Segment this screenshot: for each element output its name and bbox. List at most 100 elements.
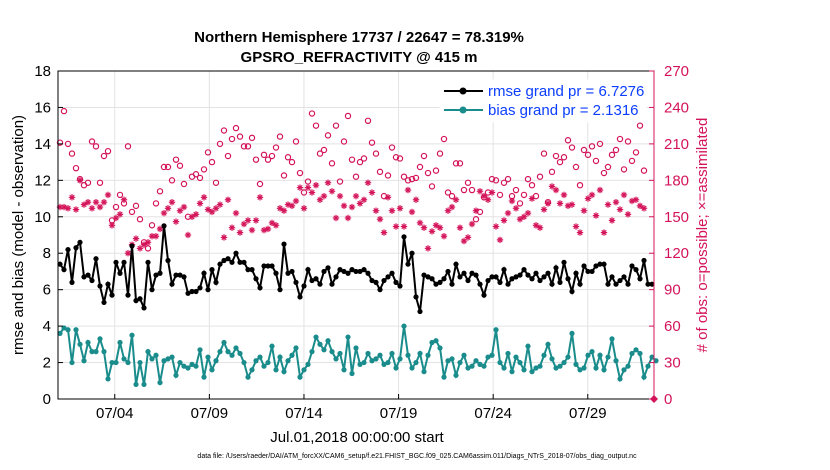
y-left-tick-label: 6 [43,282,51,299]
rmse-data-point [441,276,447,282]
rmse-data-point [633,267,639,273]
rmse-data-point [241,259,247,265]
possible-obs-marker [468,186,476,194]
asterisk-stroke [241,221,247,227]
y-left-tick-label: 18 [34,63,51,80]
bias-data-point [145,349,151,355]
rmse-data-point [561,259,567,265]
rmse-data-point [373,279,379,285]
bias-data-point [461,352,467,358]
x-tick-label: 07/09 [191,405,229,422]
bias-data-point [617,376,623,382]
bias-data-point [549,356,555,362]
asterisk-stroke [445,208,451,214]
bias-data-point [553,365,559,371]
x-tick-label: 07/29 [569,405,607,422]
y-right-tick-label: 240 [664,99,689,116]
bias-data-point [233,345,239,351]
assimilated-obs-marker [192,211,200,218]
assimilated-obs-marker [372,207,380,214]
rmse-data-point [177,272,183,278]
asterisk-stroke [453,197,459,203]
assimilated-obs-marker [248,226,256,234]
rmse-data-point [513,274,519,280]
assimilated-obs-marker [468,220,476,228]
asterisk-stroke [581,208,587,214]
rmse-data-point [185,290,191,296]
assimilated-obs-marker [312,181,320,189]
bias-data-point [369,358,375,364]
asterisk-stroke [489,189,495,196]
asterisk-stroke [153,233,159,239]
rmse-data-point [605,281,611,287]
bias-data-point [613,358,619,364]
bias-data-point [577,367,583,373]
assimilated-obs-marker [428,228,436,235]
bias-data-point [309,349,315,355]
assimilated-obs-marker [624,211,632,218]
chart-title-line2: GPSRO_REFRACTIVITY @ 415 m [241,49,478,66]
bias-data-point [85,339,91,346]
assimilated-obs-marker [272,222,280,229]
rmse-data-point [521,267,527,273]
rmse-data-point [85,272,91,278]
asterisk-stroke [281,208,287,214]
assimilated-obs-marker [632,196,640,203]
assimilated-obs-marker [404,186,412,194]
rmse-data-point [377,287,383,293]
bias-data-point [545,341,551,347]
bias-data-point [117,339,123,346]
asterisk-stroke [93,199,99,205]
bias-data-point [501,365,507,371]
assimilated-obs-marker [596,186,604,194]
asterisk-stroke [137,245,143,252]
possible-obs-marker [568,144,576,151]
rmse-data-point [649,281,655,287]
assimilated-obs-marker [296,184,304,191]
assimilated-obs-marker [504,209,512,217]
assimilated-obs-marker [552,186,560,194]
rmse-data-point [433,281,439,287]
asterisk-stroke [557,200,563,207]
rmse-data-point [189,288,195,295]
possible-obs-marker [460,186,468,194]
possible-obs-marker [596,140,604,148]
bias-data-point [185,365,191,371]
rmse-data-point [613,281,619,287]
asterisk-stroke [517,216,523,222]
assimilated-obs-marker [584,195,592,202]
bias-data-point [497,359,503,366]
legend-rmse-label: rmse grand pr = 6.7276 [488,83,644,100]
bias-data-point [225,349,231,355]
asterisk-stroke [173,218,179,225]
rmse-data-point [325,265,331,271]
x-tick-label: 07/24 [474,405,512,422]
possible-obs-marker [592,157,600,165]
bias-data-point [565,354,571,360]
possible-obs-marker [212,179,220,186]
asterisk-stroke [145,239,151,245]
y-right-tick-label: 210 [664,136,689,153]
possible-obs-marker [520,191,528,199]
asterisk-stroke [373,208,379,214]
possible-obs-marker [248,134,256,142]
asterisk-stroke [293,198,299,204]
asterisk-stroke [317,197,323,203]
axis-ticks: 07/04 07/09 07/14 07/19 07/24 07/29 0 2 4 6 8 10 12 1… [34,63,689,422]
rmse-data-point [609,274,615,280]
assimilated-obs-marker [384,194,392,201]
rmse-data-point [141,305,147,311]
asterisk-stroke [637,203,643,209]
possible-obs-marker [580,146,588,154]
possible-obs-marker [420,152,428,160]
asterisk-stroke [285,201,291,208]
bias-data-point [349,370,355,377]
rmse-data-point [165,257,171,264]
asterisk-stroke [181,204,187,210]
rmse-data-point [617,277,623,284]
possible-obs-marker [284,154,292,161]
asterisk-stroke [573,223,579,230]
bias-data-point [209,367,215,373]
rmse-data-point [205,287,211,293]
